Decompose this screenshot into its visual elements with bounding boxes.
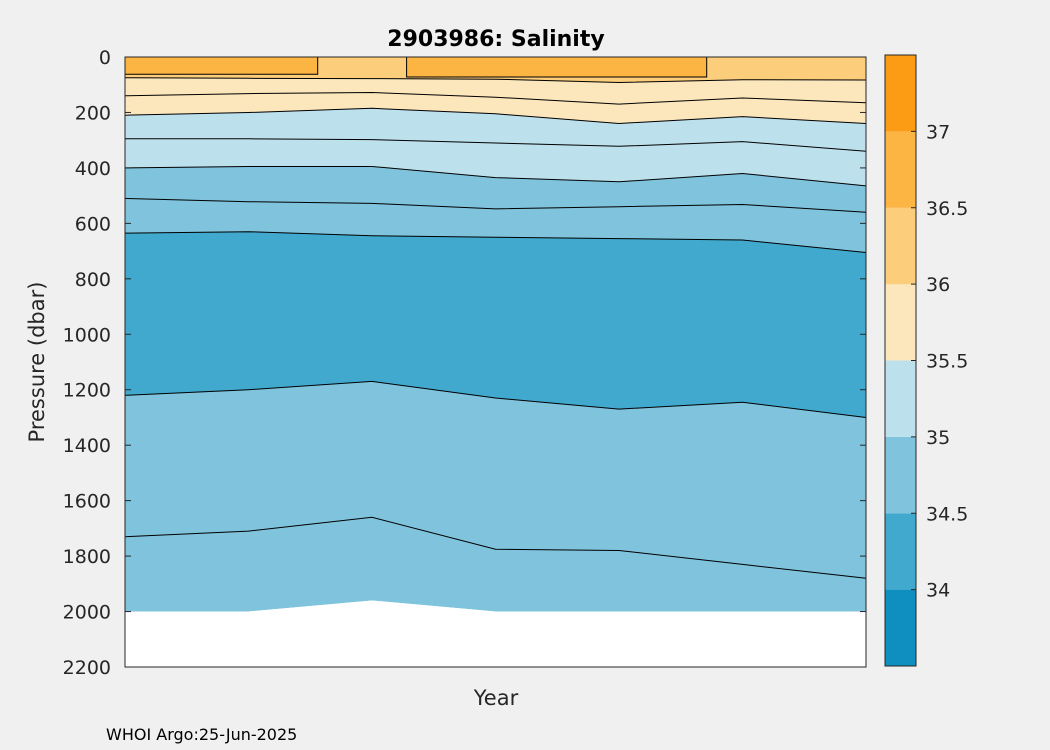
y-tick-label-1200: 1200 <box>63 380 111 402</box>
y-tick-label-800: 800 <box>75 269 111 291</box>
surface-patch-0 <box>125 57 318 75</box>
x-axis-label: Year <box>473 686 519 710</box>
colorbar-swatch-37-37.5 <box>885 55 916 132</box>
y-tick-label-2200: 2200 <box>63 657 111 679</box>
plot-frame <box>124 56 867 668</box>
colorbar-swatch-36.5-37 <box>885 131 916 208</box>
chart-title: 2903986: Salinity <box>387 27 604 52</box>
contour-line-36-0 <box>124 77 867 84</box>
salinity-bands <box>125 57 866 612</box>
contour-line-34.5-6 <box>124 231 867 253</box>
contour-line-34.5-8 <box>124 516 867 579</box>
no-data-region <box>125 600 866 667</box>
contour-line-34.5-5 <box>124 197 867 213</box>
y-tick-label-1800: 1800 <box>63 546 111 568</box>
colorbar-swatch-35-35.5 <box>885 360 916 437</box>
surface-patches <box>124 57 708 78</box>
y-axis-label: Pressure (dbar) <box>25 282 49 443</box>
contour-line-35.5-1 <box>124 91 867 105</box>
contour-lines <box>124 77 867 667</box>
y-tick-label-1600: 1600 <box>63 491 111 513</box>
colorbar: 34 34.5 35 35.5 36 36.5 37 <box>884 54 968 667</box>
colorbar-swatch-34.5-35 <box>885 436 916 514</box>
colorbar-swatches <box>885 55 916 666</box>
y-tick-label-200: 200 <box>75 102 111 124</box>
y-tick-label-600: 600 <box>75 213 111 235</box>
footer-note: WHOI Argo:25-Jun-2025 <box>106 725 298 744</box>
y-tick-label-1400: 1400 <box>63 435 111 457</box>
contour-line-35-3 <box>125 138 867 152</box>
salinity-band-34.5-35.0-5 <box>125 381 866 612</box>
salinity-band-34.5-35.0-3 <box>125 166 866 253</box>
y-tick-label-400: 400 <box>75 158 111 180</box>
contour-line-35-4 <box>124 166 867 187</box>
colorbar-tick-label-35: 35 <box>926 427 950 449</box>
y-axis-ticks: 0 200 400 600 800 1000 1200 1400 1600 1800 2000 220… <box>63 47 866 679</box>
colorbar-tick-label-35.5: 35.5 <box>926 351 968 373</box>
salinity-band-34.0-34.5-4 <box>125 231 866 418</box>
colorbar-swatch-33.5-34 <box>885 589 916 666</box>
colorbar-tick-label-37: 37 <box>926 121 950 143</box>
colorbar-ticks: 34 34.5 35 35.5 36 36.5 37 <box>911 121 968 602</box>
y-tick-label-1000: 1000 <box>63 324 111 346</box>
colorbar-tick-label-36: 36 <box>926 274 950 296</box>
contour-line-34-7 <box>124 380 867 418</box>
surface-patch-outline-1 <box>406 57 708 78</box>
y-tick-label-0: 0 <box>99 47 111 69</box>
colorbar-swatch-36-36.5 <box>885 207 916 285</box>
surface-patch-1 <box>406 57 707 77</box>
colorbar-tick-label-34: 34 <box>926 580 950 602</box>
y-tick-label-2000: 2000 <box>63 602 111 624</box>
contour-line-35.5-2 <box>124 107 867 125</box>
colorbar-swatch-35.5-36 <box>885 284 916 361</box>
colorbar-swatch-34-34.5 <box>885 513 916 590</box>
salinity-band-35.5-36.0-1 <box>125 77 866 124</box>
colorbar-tick-label-34.5: 34.5 <box>926 503 968 525</box>
plot-area: 0 200 400 600 800 1000 1200 1400 1600 1800 2000 220… <box>63 47 867 679</box>
colorbar-tick-label-36.5: 36.5 <box>926 198 968 220</box>
